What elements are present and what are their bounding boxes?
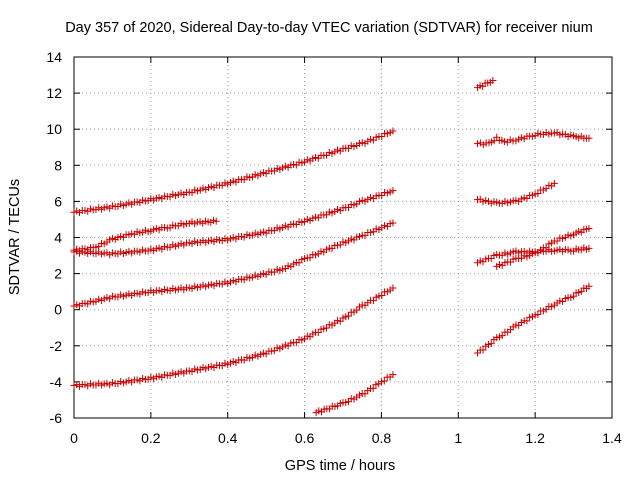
data-point bbox=[380, 377, 388, 385]
x-tick-label: 0 bbox=[70, 430, 78, 446]
series-s4 bbox=[70, 219, 397, 310]
x-tick-label: 0.8 bbox=[372, 430, 392, 446]
y-tick-label: 14 bbox=[46, 49, 62, 65]
y-axis-label: SDTVAR / TECUs bbox=[7, 179, 23, 295]
y-tick-label: -4 bbox=[50, 374, 63, 390]
y-tick-label: 4 bbox=[54, 230, 62, 246]
data-point bbox=[479, 346, 487, 354]
series-s11 bbox=[493, 224, 593, 270]
data-points bbox=[70, 76, 593, 417]
series-s7 bbox=[474, 76, 497, 92]
data-point bbox=[344, 312, 352, 320]
series-s12 bbox=[474, 282, 593, 357]
chart-title: Day 357 of 2020, Sidereal Day-to-day VTE… bbox=[65, 20, 593, 36]
series-s6 bbox=[312, 371, 397, 417]
data-point bbox=[489, 76, 497, 84]
x-tick-label: 0.2 bbox=[141, 430, 161, 446]
y-tick-label: -2 bbox=[50, 338, 63, 354]
series-s9 bbox=[474, 179, 558, 207]
data-point bbox=[389, 187, 397, 195]
data-point bbox=[500, 138, 508, 146]
y-tick-label: -6 bbox=[50, 410, 63, 426]
y-tick-label: 6 bbox=[54, 193, 62, 209]
data-point bbox=[389, 371, 397, 379]
grid bbox=[74, 57, 612, 418]
data-point bbox=[378, 292, 386, 300]
x-axis-label: GPS time / hours bbox=[285, 458, 395, 474]
data-point bbox=[585, 224, 593, 232]
y-tick-label: 8 bbox=[54, 157, 62, 173]
data-point bbox=[550, 179, 558, 187]
data-point bbox=[389, 284, 397, 292]
y-tick-label: 10 bbox=[46, 121, 62, 137]
data-point bbox=[474, 140, 481, 148]
axis-ticks bbox=[73, 56, 613, 419]
x-tick-label: 0.6 bbox=[295, 430, 315, 446]
x-tick-label: 0.4 bbox=[218, 430, 238, 446]
data-point bbox=[585, 282, 593, 290]
data-point bbox=[585, 244, 593, 252]
series-s8 bbox=[474, 128, 593, 149]
series-s2 bbox=[70, 216, 220, 255]
x-tick-label: 1.4 bbox=[602, 430, 622, 446]
y-tick-label: 2 bbox=[54, 266, 62, 282]
data-point bbox=[389, 219, 397, 227]
x-tick-label: 1.2 bbox=[525, 430, 545, 446]
series-s10 bbox=[474, 244, 593, 267]
data-point bbox=[369, 384, 377, 392]
data-point bbox=[389, 127, 397, 135]
series-s1 bbox=[70, 127, 397, 217]
data-point bbox=[487, 340, 495, 348]
x-tick-label: 1 bbox=[454, 430, 462, 446]
series-s5 bbox=[70, 284, 397, 390]
data-point bbox=[585, 134, 593, 142]
series-s3 bbox=[70, 187, 397, 259]
data-point bbox=[506, 136, 514, 144]
data-point bbox=[542, 244, 550, 252]
data-point bbox=[498, 332, 506, 340]
data-point bbox=[212, 217, 220, 225]
data-point bbox=[479, 141, 487, 149]
data-point bbox=[377, 378, 385, 386]
y-tick-label: 0 bbox=[54, 302, 62, 318]
y-tick-label: 12 bbox=[46, 85, 62, 101]
